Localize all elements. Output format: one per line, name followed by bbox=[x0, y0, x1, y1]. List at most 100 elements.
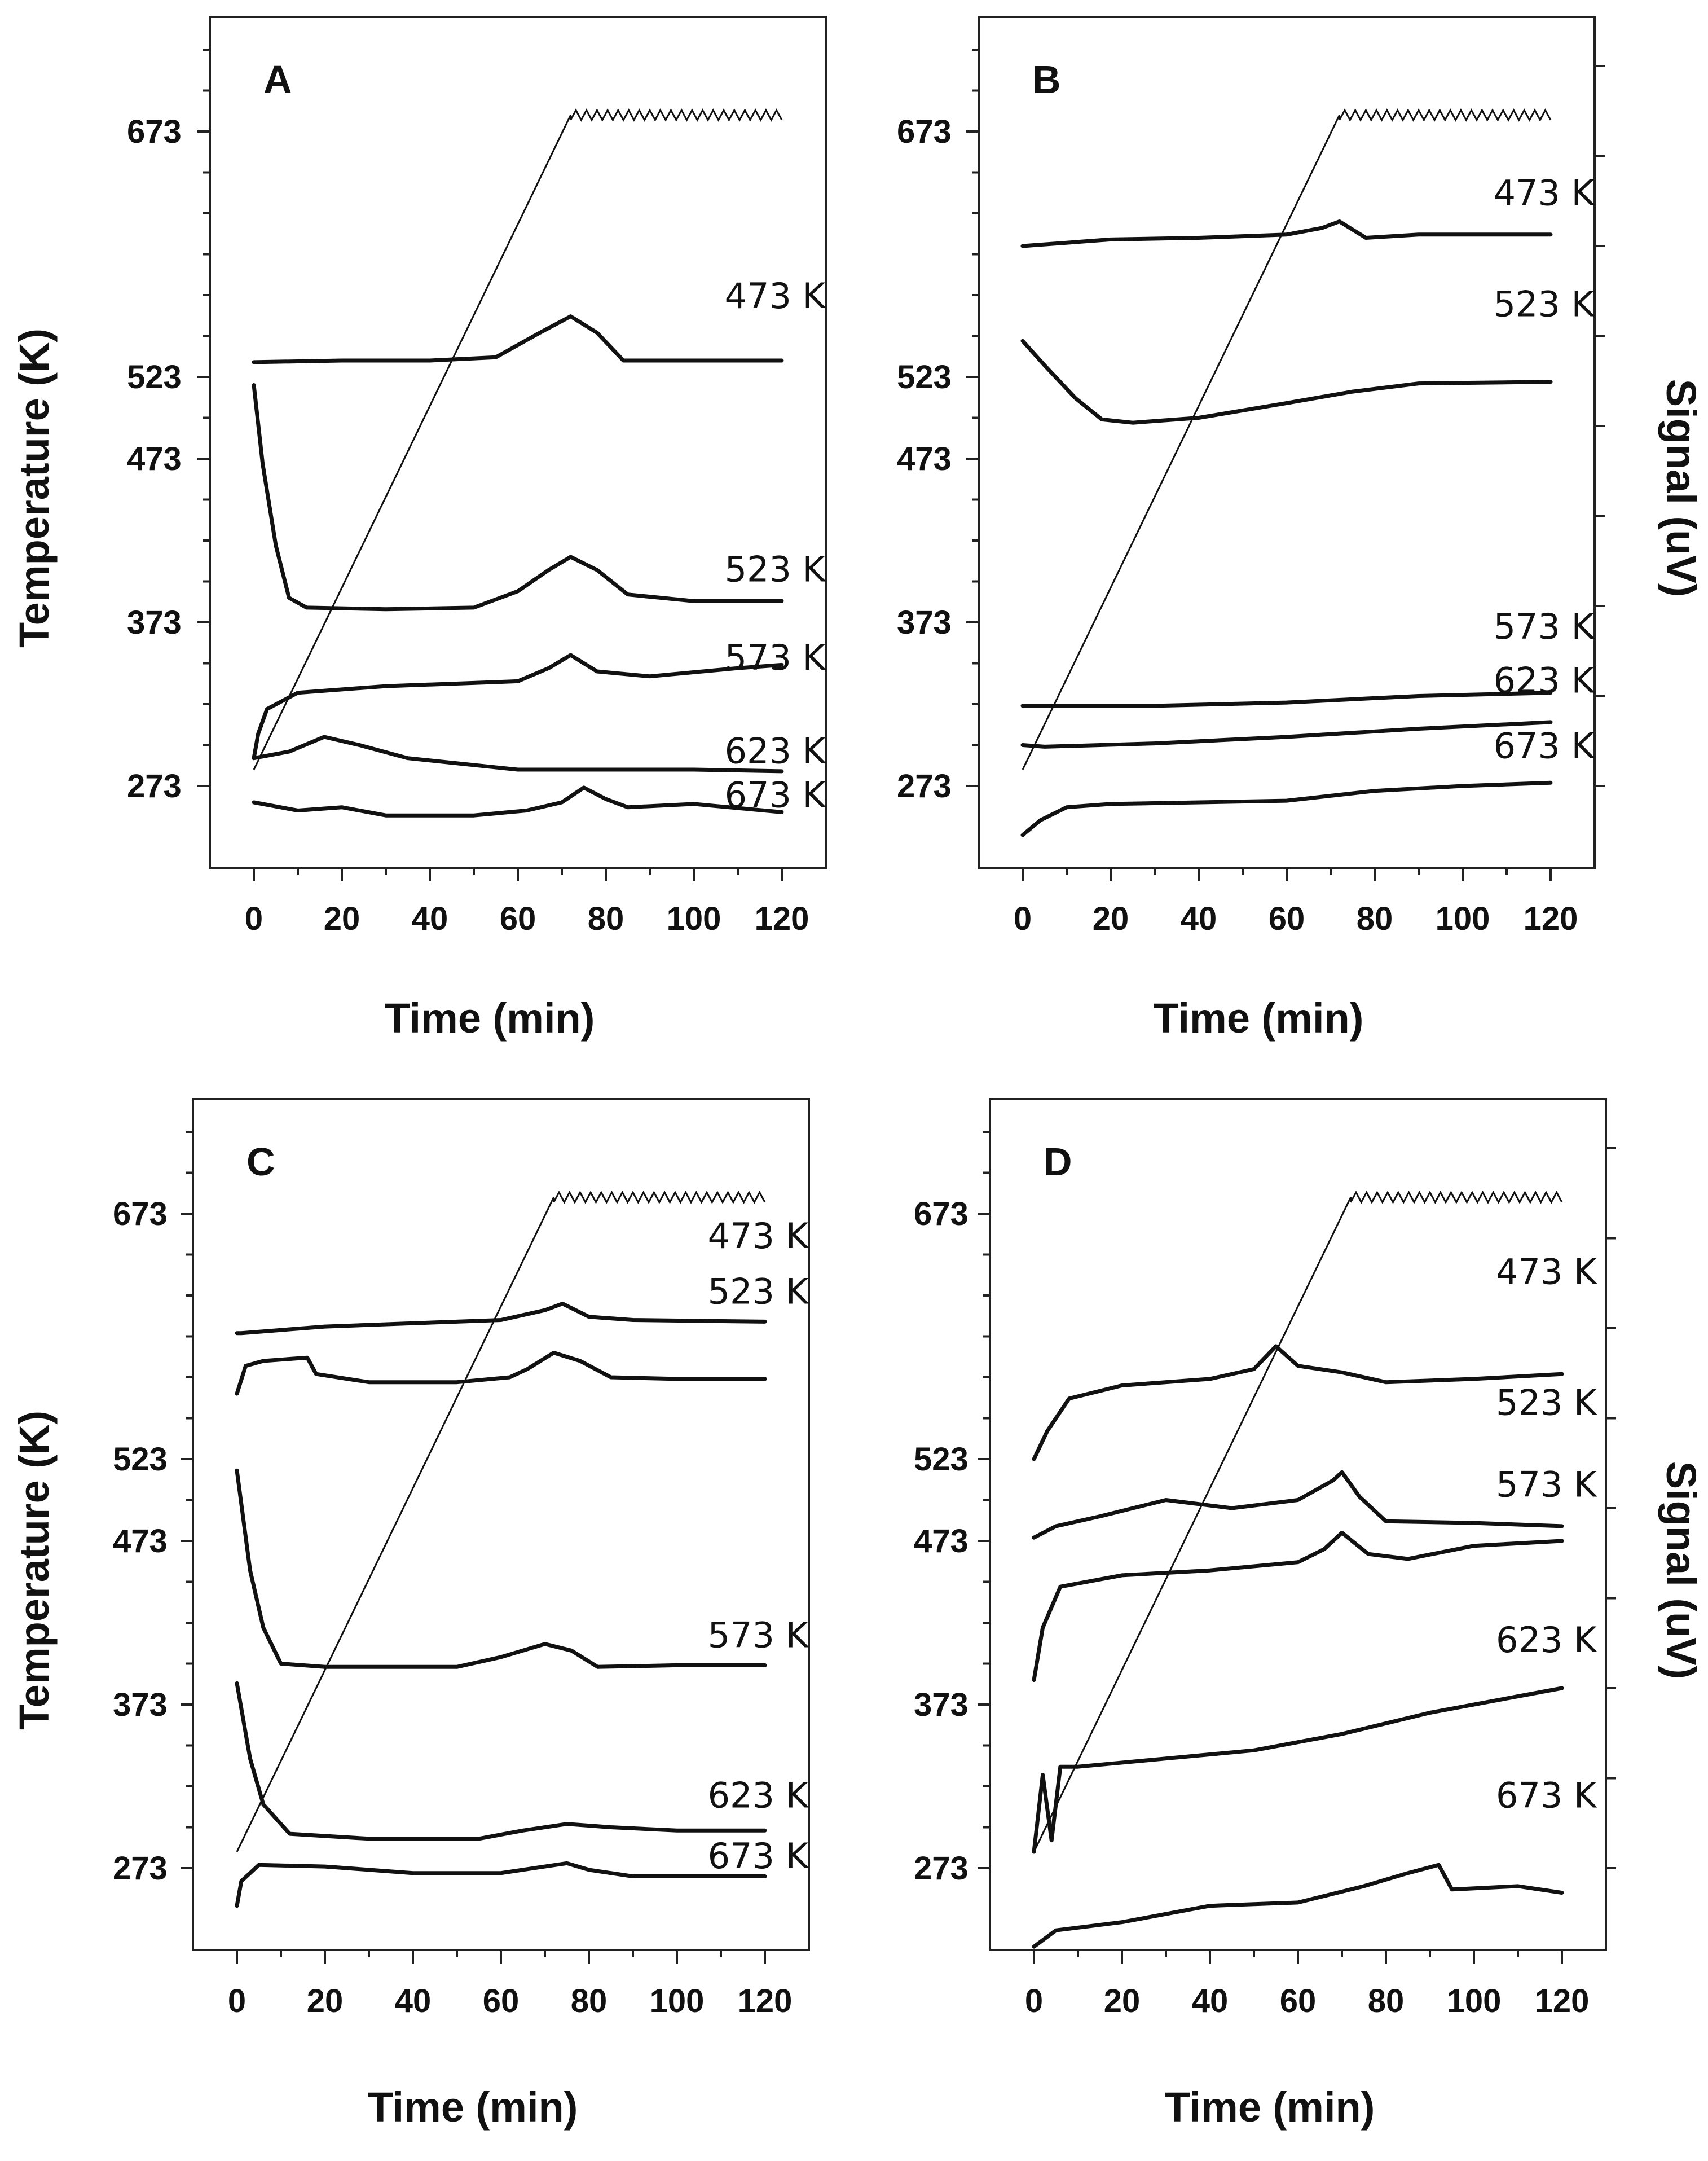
y-tick-label: 673 bbox=[914, 1196, 969, 1232]
series-line bbox=[1020, 339, 1553, 425]
series-line bbox=[252, 785, 784, 818]
panel-letter: A bbox=[263, 58, 292, 102]
x-tick-label: 0 bbox=[228, 1983, 246, 2019]
x-tick-label: 80 bbox=[1368, 1983, 1405, 2019]
x-tick-label: 120 bbox=[755, 901, 809, 937]
temperature-ramp bbox=[1033, 1191, 1563, 1852]
y-tick-label: 373 bbox=[897, 604, 952, 641]
series-label: 673 K bbox=[1496, 1775, 1597, 1816]
x-tick-label: 20 bbox=[307, 1983, 344, 2019]
series-line bbox=[235, 1351, 767, 1396]
series-label: 623 K bbox=[1494, 660, 1595, 701]
series-line bbox=[252, 314, 784, 364]
series-line bbox=[252, 653, 784, 761]
panel-letter: B bbox=[1032, 58, 1061, 102]
x-tick-label: 120 bbox=[738, 1983, 793, 2019]
x-axis-title: Time (min) bbox=[368, 2084, 578, 2131]
series-label: 523 K bbox=[1494, 284, 1595, 325]
y-tick-label: 473 bbox=[897, 441, 952, 477]
temperature-ramp bbox=[253, 108, 783, 770]
panel-b: B 0 20 40 60 80 100 120 273 373 473 523 673 Time (min… bbox=[897, 16, 1605, 1042]
y-tick-label: 473 bbox=[127, 441, 182, 477]
x-tick-label: 20 bbox=[324, 901, 360, 937]
x-tick-label: 20 bbox=[1093, 901, 1129, 937]
series-line bbox=[235, 1468, 767, 1669]
x-tick-label: 20 bbox=[1104, 1983, 1141, 2019]
y-tick-label: 273 bbox=[113, 1850, 168, 1887]
y-tick-label: 523 bbox=[127, 359, 182, 396]
x-axis-title: Time (min) bbox=[1165, 2084, 1375, 2131]
y-tick-label: 273 bbox=[897, 768, 952, 805]
series-label: 473 K bbox=[1494, 173, 1595, 214]
y-tick-label: 373 bbox=[113, 1686, 168, 1723]
y-tick-label: 523 bbox=[897, 359, 952, 396]
y-axis-title-top: Temperature (K) bbox=[11, 328, 58, 648]
series-label: 473 K bbox=[725, 275, 826, 317]
series-label: 473 K bbox=[1496, 1251, 1597, 1293]
series-label: 623 K bbox=[1496, 1619, 1597, 1661]
y2-axis-title-top: Signal (uV) bbox=[1658, 379, 1705, 597]
x-axis-title: Time (min) bbox=[1154, 995, 1364, 1042]
x-tick-label: 80 bbox=[1357, 901, 1393, 937]
series-line bbox=[1032, 1470, 1564, 1540]
y-tick-label: 673 bbox=[127, 113, 182, 150]
y-tick-label: 273 bbox=[914, 1850, 969, 1887]
x-tick-label: 40 bbox=[412, 901, 448, 937]
series-line bbox=[1020, 691, 1553, 708]
series-label: 473 K bbox=[708, 1215, 809, 1257]
series-label: 523 K bbox=[725, 549, 826, 590]
x-tick-label: 40 bbox=[395, 1983, 432, 2019]
x-tick-label: 40 bbox=[1192, 1983, 1229, 2019]
series-label: 673 K bbox=[708, 1835, 809, 1877]
x-tick-label: 0 bbox=[1025, 1983, 1043, 2019]
temperature-ramp bbox=[1022, 108, 1552, 770]
x-tick-label: 100 bbox=[650, 1983, 705, 2019]
panel-letter: C bbox=[246, 1140, 275, 1184]
series-label: 523 K bbox=[708, 1271, 809, 1312]
x-tick-label: 100 bbox=[667, 901, 721, 937]
series-line bbox=[1032, 1686, 1564, 1854]
x-tick-label: 0 bbox=[1014, 901, 1032, 937]
panel-d: D 0 20 40 60 80 100 120 273 373 473 523 673 Time (min… bbox=[914, 1098, 1616, 2131]
y2-axis-title-bottom: Signal (uV) bbox=[1658, 1461, 1705, 1679]
series-line bbox=[1032, 1531, 1564, 1682]
panel-c: C 0 20 40 60 80 100 120 273 373 473 523 673 Time (min… bbox=[113, 1098, 810, 2131]
x-tick-label: 60 bbox=[1269, 901, 1305, 937]
series-label: 573 K bbox=[1494, 606, 1595, 647]
series-line bbox=[252, 383, 784, 612]
temperature-ramp bbox=[236, 1191, 766, 1852]
series-line bbox=[1020, 219, 1553, 248]
x-tick-label: 120 bbox=[1524, 901, 1578, 937]
series-line bbox=[235, 1861, 767, 1908]
series-line bbox=[235, 1302, 767, 1336]
series-line bbox=[252, 735, 784, 774]
y-tick-label: 673 bbox=[897, 113, 952, 150]
y-tick-label: 523 bbox=[113, 1441, 168, 1478]
series-line bbox=[235, 1681, 767, 1841]
panel-a: A 0 20 40 60 80 100 120 273 373 473 523 673 Time (min… bbox=[127, 16, 827, 1042]
series-label: 623 K bbox=[725, 730, 826, 771]
series-line bbox=[1020, 720, 1553, 749]
x-tick-label: 0 bbox=[245, 901, 263, 937]
series-label: 573 K bbox=[725, 637, 826, 678]
series-line bbox=[1032, 1344, 1564, 1461]
y-tick-label: 473 bbox=[914, 1523, 969, 1560]
x-tick-label: 80 bbox=[571, 1983, 608, 2019]
series-label: 673 K bbox=[1494, 726, 1595, 767]
y-tick-label: 523 bbox=[914, 1441, 969, 1478]
series-label: 573 K bbox=[1496, 1464, 1597, 1505]
series-label: 623 K bbox=[708, 1775, 809, 1816]
x-tick-label: 120 bbox=[1535, 1983, 1590, 2019]
series-line bbox=[1020, 780, 1553, 837]
x-tick-label: 60 bbox=[1280, 1983, 1317, 2019]
x-tick-label: 100 bbox=[1447, 1983, 1502, 2019]
y-tick-label: 273 bbox=[127, 768, 182, 805]
x-tick-label: 60 bbox=[483, 1983, 520, 2019]
x-tick-label: 60 bbox=[500, 901, 536, 937]
x-tick-label: 80 bbox=[588, 901, 624, 937]
x-axis-title: Time (min) bbox=[385, 995, 595, 1042]
series-label: 523 K bbox=[1496, 1382, 1597, 1424]
series-label: 673 K bbox=[725, 775, 826, 816]
y-tick-label: 673 bbox=[113, 1196, 168, 1232]
